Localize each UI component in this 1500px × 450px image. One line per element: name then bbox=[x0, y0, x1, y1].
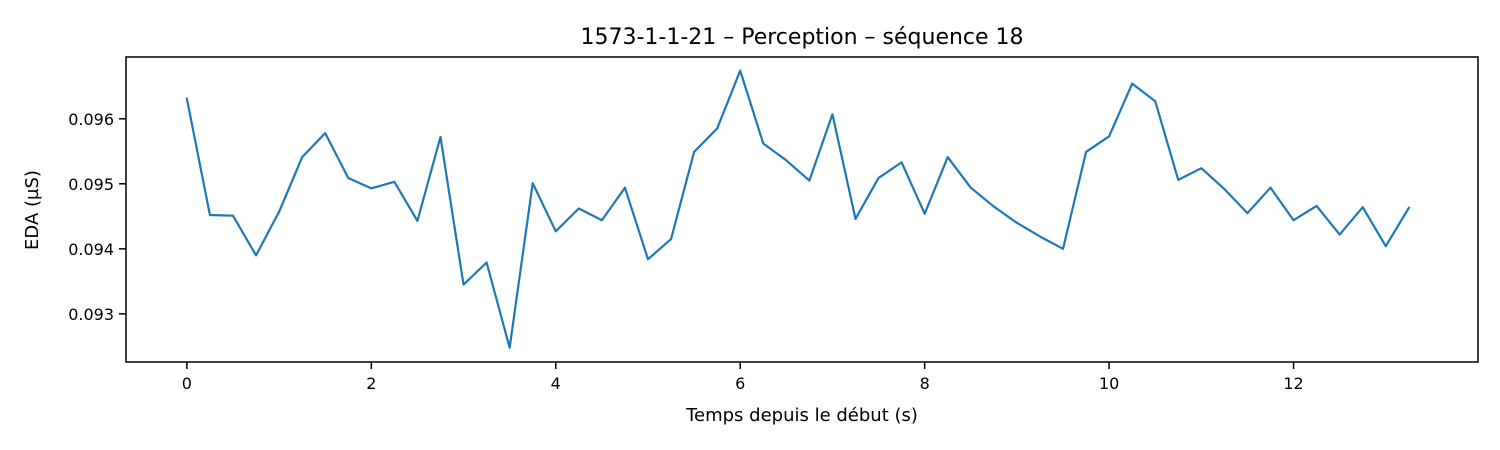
y-tick-label: 0.095 bbox=[68, 175, 114, 194]
x-tick-label: 6 bbox=[735, 374, 745, 393]
x-tick-label: 12 bbox=[1283, 374, 1303, 393]
chart-title: 1573-1-1-21 – Perception – séquence 18 bbox=[580, 25, 1023, 50]
x-tick-label: 10 bbox=[1099, 374, 1119, 393]
y-tick-label: 0.094 bbox=[68, 240, 114, 259]
x-axis-label: Temps depuis le début (s) bbox=[685, 405, 918, 426]
y-tick-label: 0.096 bbox=[68, 110, 114, 129]
y-axis-label: EDA (µS) bbox=[22, 170, 43, 250]
x-axis: 0 2 4 6 8 10 12 bbox=[182, 362, 1304, 393]
eda-series-line bbox=[185, 69, 1411, 349]
x-tick-label: 0 bbox=[182, 374, 192, 393]
series-layer bbox=[185, 69, 1411, 349]
x-tick-label: 4 bbox=[551, 374, 561, 393]
y-tick-label: 0.093 bbox=[68, 305, 114, 324]
x-tick-label: 8 bbox=[920, 374, 930, 393]
plot-area-frame bbox=[125, 56, 1479, 363]
x-tick-label: 2 bbox=[366, 374, 376, 393]
y-axis: 0.093 0.094 0.095 0.096 bbox=[68, 110, 126, 324]
